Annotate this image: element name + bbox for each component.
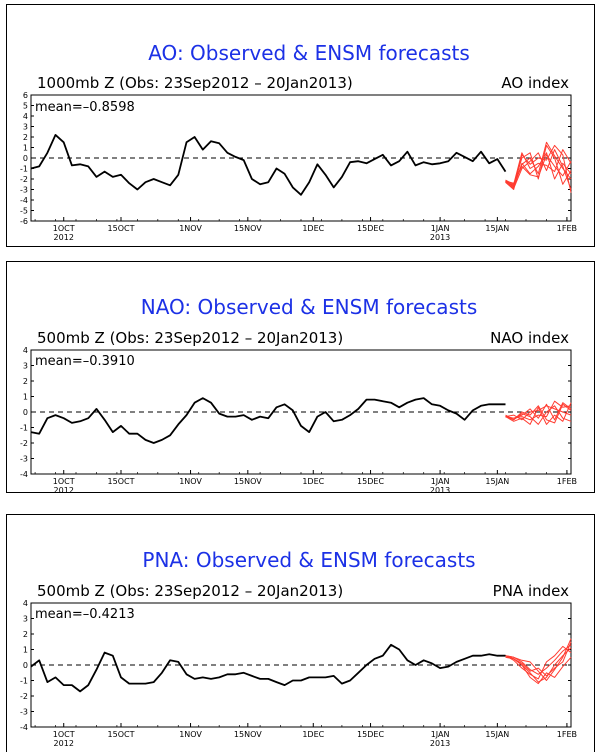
- nao-xtick-label: 1JAN: [431, 477, 450, 486]
- pna-xtick-label: 1DEC: [302, 730, 324, 739]
- ao-xtick-label: 1NOV: [179, 224, 202, 233]
- pna-chart-svg: PNA: Observed & ENSM forecasts 500mb Z (O…: [20, 548, 577, 748]
- nao-xtick-label: 15NOV: [234, 477, 262, 486]
- nao-mean-label: mean=–0.3910: [35, 354, 135, 369]
- nao-ytick-label: -1: [20, 424, 28, 433]
- ao-ytick-label: -5: [20, 207, 28, 216]
- pna-forecast-line-6: [505, 647, 572, 683]
- pna-chart-panel: PNA: Observed & ENSM forecasts 500mb Z (O…: [6, 514, 595, 752]
- pna-year-label: 2012: [54, 739, 74, 748]
- pna-ytick-label: 3: [23, 615, 28, 624]
- nao-ytick-label: 2: [23, 377, 28, 386]
- nao-xtick-label: 1NOV: [179, 477, 202, 486]
- nao-ytick-label: 3: [23, 362, 28, 371]
- ao-subtitle-left: 1000mb Z (Obs: 23Sep2012 – 20Jan2013): [37, 74, 353, 92]
- nao-ytick-label: -3: [20, 455, 28, 464]
- pna-xtick-label: 15NOV: [234, 730, 262, 739]
- nao-ytick-label: -2: [20, 439, 28, 448]
- pna-ytick-label: 1: [23, 646, 28, 655]
- pna-ytick-label: -4: [20, 723, 28, 732]
- ao-chart-svg: AO: Observed & ENSM forecasts 1000mb Z (O…: [20, 41, 577, 242]
- nao-chart-svg: NAO: Observed & ENSM forecasts 500mb Z (O…: [20, 295, 577, 495]
- nao-ytick-label: 4: [23, 346, 28, 355]
- nao-xtick-label: 1OCT: [53, 477, 75, 486]
- ao-year-label: 2013: [430, 233, 450, 242]
- ao-ytick-label: 4: [23, 112, 28, 121]
- nao-ytick-label: 0: [23, 408, 28, 417]
- ao-ytick-label: -1: [20, 165, 28, 174]
- ao-ytick-label: -6: [20, 217, 28, 226]
- nao-xtick-label: 15JAN: [485, 477, 509, 486]
- nao-forecast-line-6: [505, 403, 572, 424]
- nao-chart-title: NAO: Observed & ENSM forecasts: [141, 295, 478, 319]
- nao-forecast-line-2: [505, 402, 572, 425]
- nao-ytick-label: 1: [23, 393, 28, 402]
- ao-forecast-line-4: [505, 149, 572, 185]
- pna-ytick-label: 2: [23, 630, 28, 639]
- pna-observed-line: [30, 643, 506, 693]
- nao-xtick-label: 1DEC: [302, 477, 324, 486]
- nao-subtitle-right: NAO index: [490, 329, 569, 347]
- pna-ytick-label: -3: [20, 708, 28, 717]
- ao-ytick-label: -3: [20, 186, 28, 195]
- pna-xtick-label: 1NOV: [179, 730, 202, 739]
- pna-xtick-label: 15OCT: [108, 730, 135, 739]
- ao-ytick-label: 6: [23, 91, 28, 100]
- ao-year-label: 2012: [54, 233, 74, 242]
- pna-xtick-label: 1JAN: [431, 730, 450, 739]
- ao-subtitle-right: AO index: [501, 74, 569, 92]
- ao-ytick-label: -4: [20, 196, 28, 205]
- pna-forecast-line-1: [505, 644, 572, 675]
- nao-subtitle-left: 500mb Z (Obs: 23Sep2012 – 20Jan2013): [37, 329, 343, 347]
- ao-ytick-label: 3: [23, 123, 28, 132]
- ao-xtick-label: 15NOV: [234, 224, 262, 233]
- ao-xtick-label: 15OCT: [108, 224, 135, 233]
- ao-forecast-line-7: [505, 154, 572, 184]
- ao-xtick-label: 1OCT: [53, 224, 75, 233]
- ao-xtick-label: 15DEC: [357, 224, 384, 233]
- nao-xtick-label: 15DEC: [357, 477, 384, 486]
- nao-observed-line: [30, 397, 506, 444]
- nao-year-label: 2012: [54, 486, 74, 495]
- ao-ytick-label: 2: [23, 133, 28, 142]
- pna-subtitle-right: PNA index: [493, 582, 569, 600]
- pna-year-label: 2013: [430, 739, 450, 748]
- pna-xtick-label: 15JAN: [485, 730, 509, 739]
- pna-xtick-label: 1FEB: [557, 730, 577, 739]
- ao-ytick-label: -2: [20, 175, 28, 184]
- ao-xtick-label: 1FEB: [557, 224, 577, 233]
- ao-ytick-label: 1: [23, 144, 28, 153]
- ao-ytick-label: 0: [23, 154, 28, 163]
- pna-forecast-line-4: [505, 645, 572, 680]
- pna-ytick-label: -1: [20, 677, 28, 686]
- ao-xtick-label: 15JAN: [485, 224, 509, 233]
- ao-chart-panel: AO: Observed & ENSM forecasts 1000mb Z (O…: [6, 4, 595, 247]
- ao-forecast-line-3: [505, 149, 572, 190]
- nao-ytick-label: -4: [20, 470, 28, 479]
- ao-observed-line: [30, 133, 507, 196]
- ao-mean-label: mean=–0.8598: [35, 100, 135, 115]
- ao-xtick-label: 1JAN: [431, 224, 450, 233]
- nao-chart-panel: NAO: Observed & ENSM forecasts 500mb Z (O…: [6, 261, 595, 495]
- pna-mean-label: mean=–0.4213: [35, 607, 135, 622]
- pna-ytick-label: -2: [20, 692, 28, 701]
- nao-year-label: 2013: [430, 486, 450, 495]
- nao-xtick-label: 1FEB: [557, 477, 577, 486]
- pna-chart-title: PNA: Observed & ENSM forecasts: [142, 548, 475, 572]
- pna-ytick-label: 0: [23, 661, 28, 670]
- nao-xtick-label: 15OCT: [108, 477, 135, 486]
- pna-subtitle-left: 500mb Z (Obs: 23Sep2012 – 20Jan2013): [37, 582, 343, 600]
- ao-xtick-label: 1DEC: [302, 224, 324, 233]
- ao-ytick-label: 5: [23, 102, 28, 111]
- pna-xtick-label: 1OCT: [53, 730, 75, 739]
- ao-chart-title: AO: Observed & ENSM forecasts: [148, 41, 470, 65]
- pna-xtick-label: 15DEC: [357, 730, 384, 739]
- pna-ytick-label: 4: [23, 599, 28, 608]
- pna-forecast-line-3: [505, 638, 572, 681]
